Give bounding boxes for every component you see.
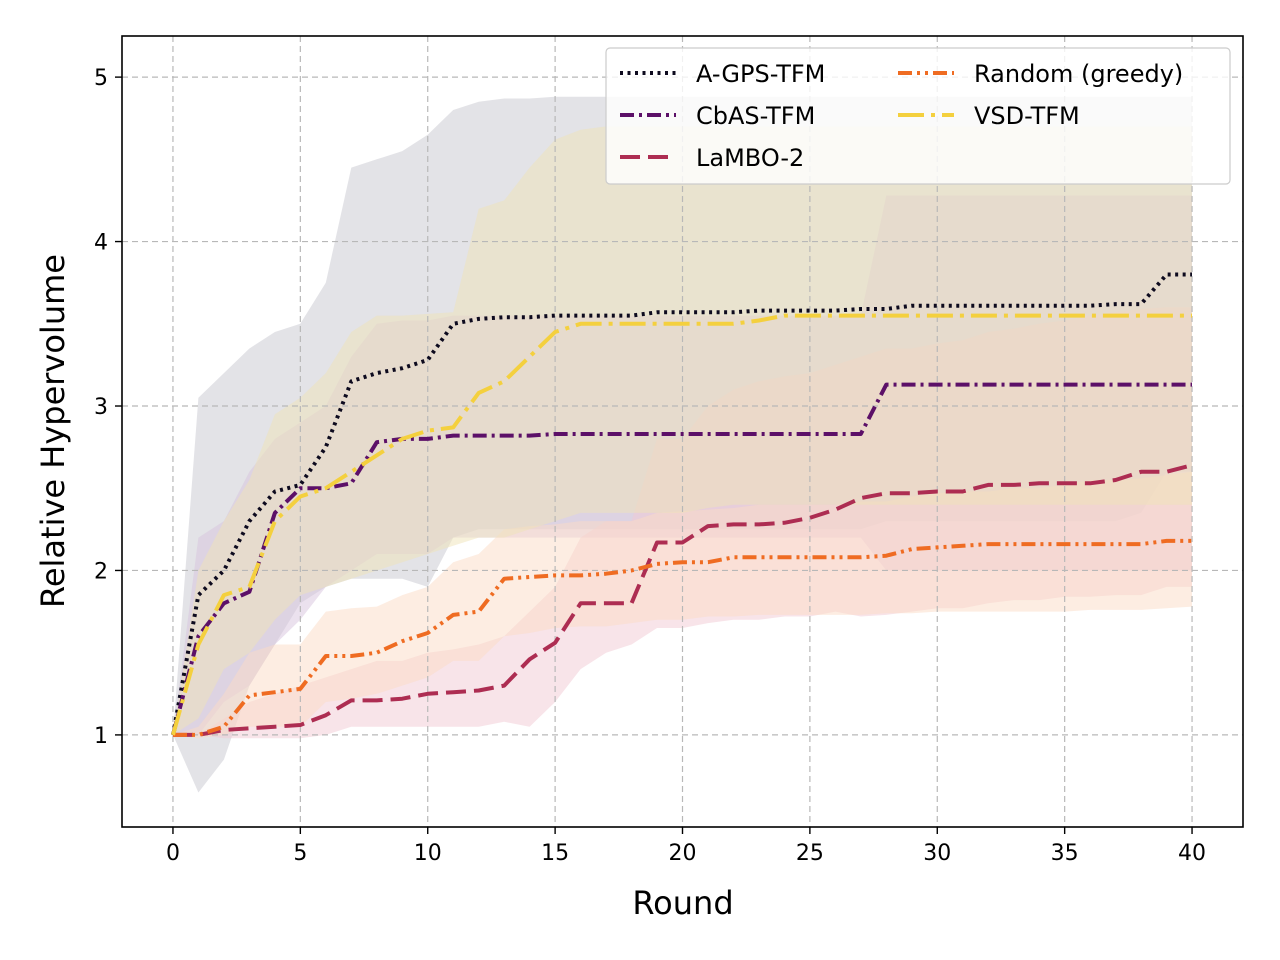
x-axis-label: Round	[632, 884, 733, 922]
series-line-3	[173, 538, 1192, 737]
y-axis-ticks: 1 2 3 4 5	[94, 66, 122, 749]
legend-label-2: LaMBO-2	[696, 144, 804, 172]
series-line-2	[173, 463, 1193, 737]
x-tick-label-4: 20	[669, 841, 697, 866]
legend-label-4: VSD-TFM	[974, 102, 1080, 130]
x-tick-label-6: 30	[923, 841, 951, 866]
x-tick-label-2: 10	[414, 841, 442, 866]
series-lines	[171, 272, 1193, 737]
x-tick-label-7: 35	[1051, 841, 1079, 866]
x-tick-label-8: 40	[1178, 841, 1206, 866]
y-axis-label: Relative Hypervolume	[34, 254, 72, 608]
y-tick-label-0: 1	[94, 724, 108, 749]
series-line-1	[171, 382, 1192, 736]
y-tick-label-1: 2	[94, 559, 108, 584]
x-axis-ticks: 0 5 10 15 20 25 30 35 40	[166, 827, 1206, 866]
x-tick-label-1: 5	[293, 841, 307, 866]
legend-label-3: Random (greedy)	[974, 60, 1183, 88]
x-tick-label-5: 25	[796, 841, 824, 866]
y-tick-label-2: 3	[94, 395, 108, 420]
x-tick-label-0: 0	[166, 841, 180, 866]
legend-label-1: CbAS-TFM	[696, 102, 815, 130]
y-tick-label-4: 5	[94, 66, 108, 91]
x-tick-label-3: 15	[541, 841, 569, 866]
series-line-4	[171, 313, 1192, 736]
y-tick-label-3: 4	[94, 231, 108, 256]
legend-label-0: A-GPS-TFM	[696, 60, 825, 88]
series-line-0	[171, 272, 1192, 736]
legend: A-GPS-TFM CbAS-TFM LaMBO-2 Random (greedy) V…	[605, 47, 1231, 185]
